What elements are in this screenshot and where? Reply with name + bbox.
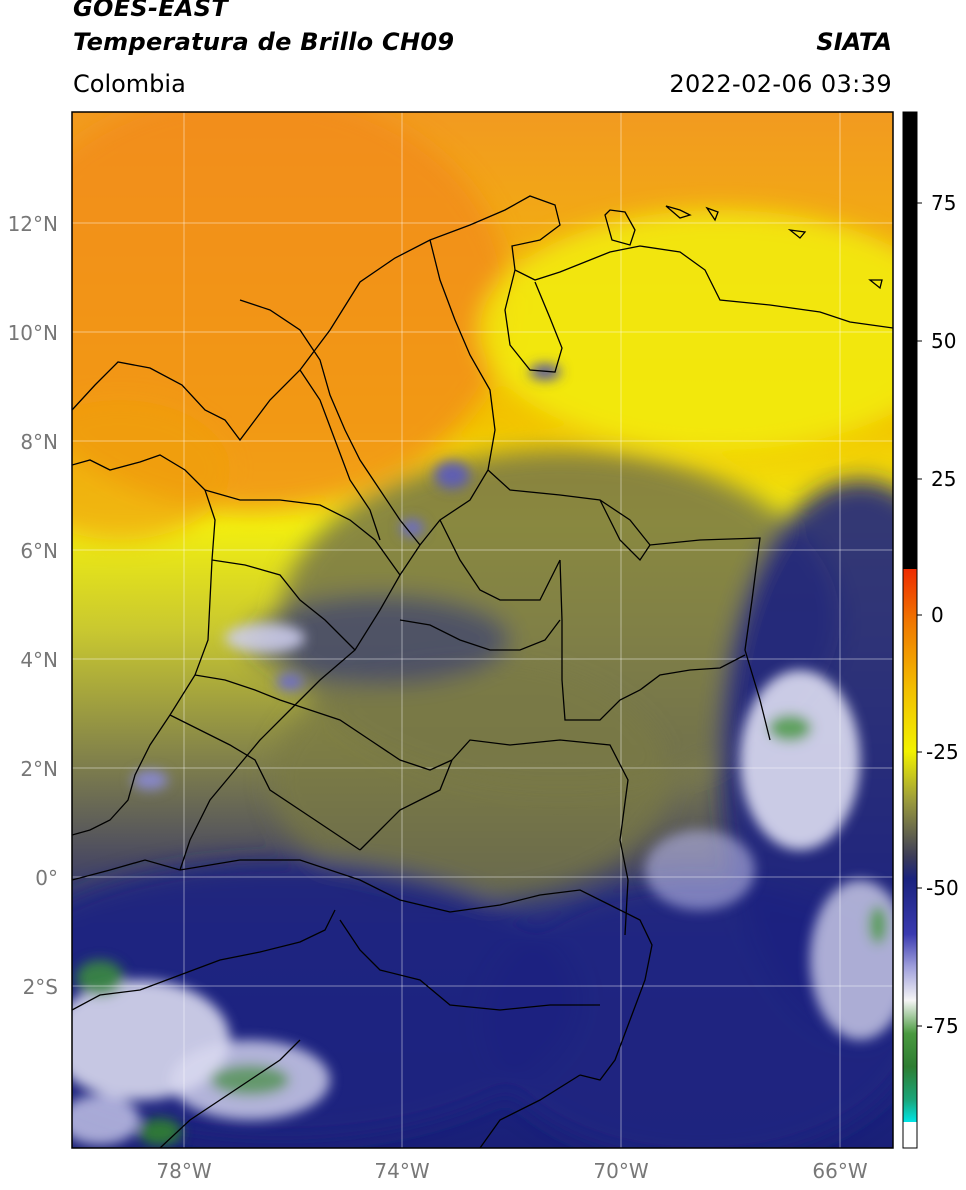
colorbar-hot-segment <box>903 112 917 569</box>
product-title: Temperatura de Brillo CH09 <box>73 28 455 56</box>
colorbar-tick-minus25: -25 <box>926 740 959 764</box>
colorbar-tick-0: 0 <box>931 603 944 627</box>
colorbar-cold-segment <box>903 1122 917 1148</box>
lon-tick-74W: 74°W <box>374 1159 429 1183</box>
longitude-ticks: 78°W 74°W 70°W 66°W <box>156 1159 867 1183</box>
lat-tick-12N: 12°N <box>8 212 58 236</box>
satellite-title: GOES-EAST <box>73 0 229 22</box>
colorbar-gradient <box>903 569 917 1122</box>
colorbar-frame <box>902 111 918 1149</box>
colorbar-tick-25: 25 <box>931 467 956 491</box>
lat-tick-2S: 2°S <box>23 975 58 999</box>
lat-tick-6N: 6°N <box>20 539 58 563</box>
colorbar: 75 50 25 0 -25 -50 -75 <box>902 111 959 1149</box>
datetime-label: 2022-02-06 03:39 <box>669 70 892 98</box>
lon-tick-66W: 66°W <box>812 1159 867 1183</box>
lat-tick-0: 0° <box>35 866 58 890</box>
colorbar-tick-75: 75 <box>931 191 956 215</box>
lat-tick-8N: 8°N <box>20 430 58 454</box>
lon-tick-70W: 70°W <box>593 1159 648 1183</box>
latitude-ticks: 12°N 10°N 8°N 6°N 4°N 2°N 0° 2°S <box>8 212 58 999</box>
colorbar-tick-minus50: -50 <box>926 876 959 900</box>
colorbar-tick-minus75: -75 <box>926 1014 959 1038</box>
lon-tick-78W: 78°W <box>156 1159 211 1183</box>
brand-label: SIATA <box>816 28 892 56</box>
lat-tick-2N: 2°N <box>20 757 58 781</box>
gridlines <box>72 112 893 1148</box>
lat-tick-4N: 4°N <box>20 648 58 672</box>
coastlines-borders <box>72 195 893 1148</box>
map-frame <box>71 111 894 1149</box>
lat-tick-10N: 10°N <box>8 321 58 345</box>
brightness-temperature-field <box>72 112 893 1148</box>
colorbar-tick-50: 50 <box>931 329 956 353</box>
region-label: Colombia <box>73 70 186 98</box>
